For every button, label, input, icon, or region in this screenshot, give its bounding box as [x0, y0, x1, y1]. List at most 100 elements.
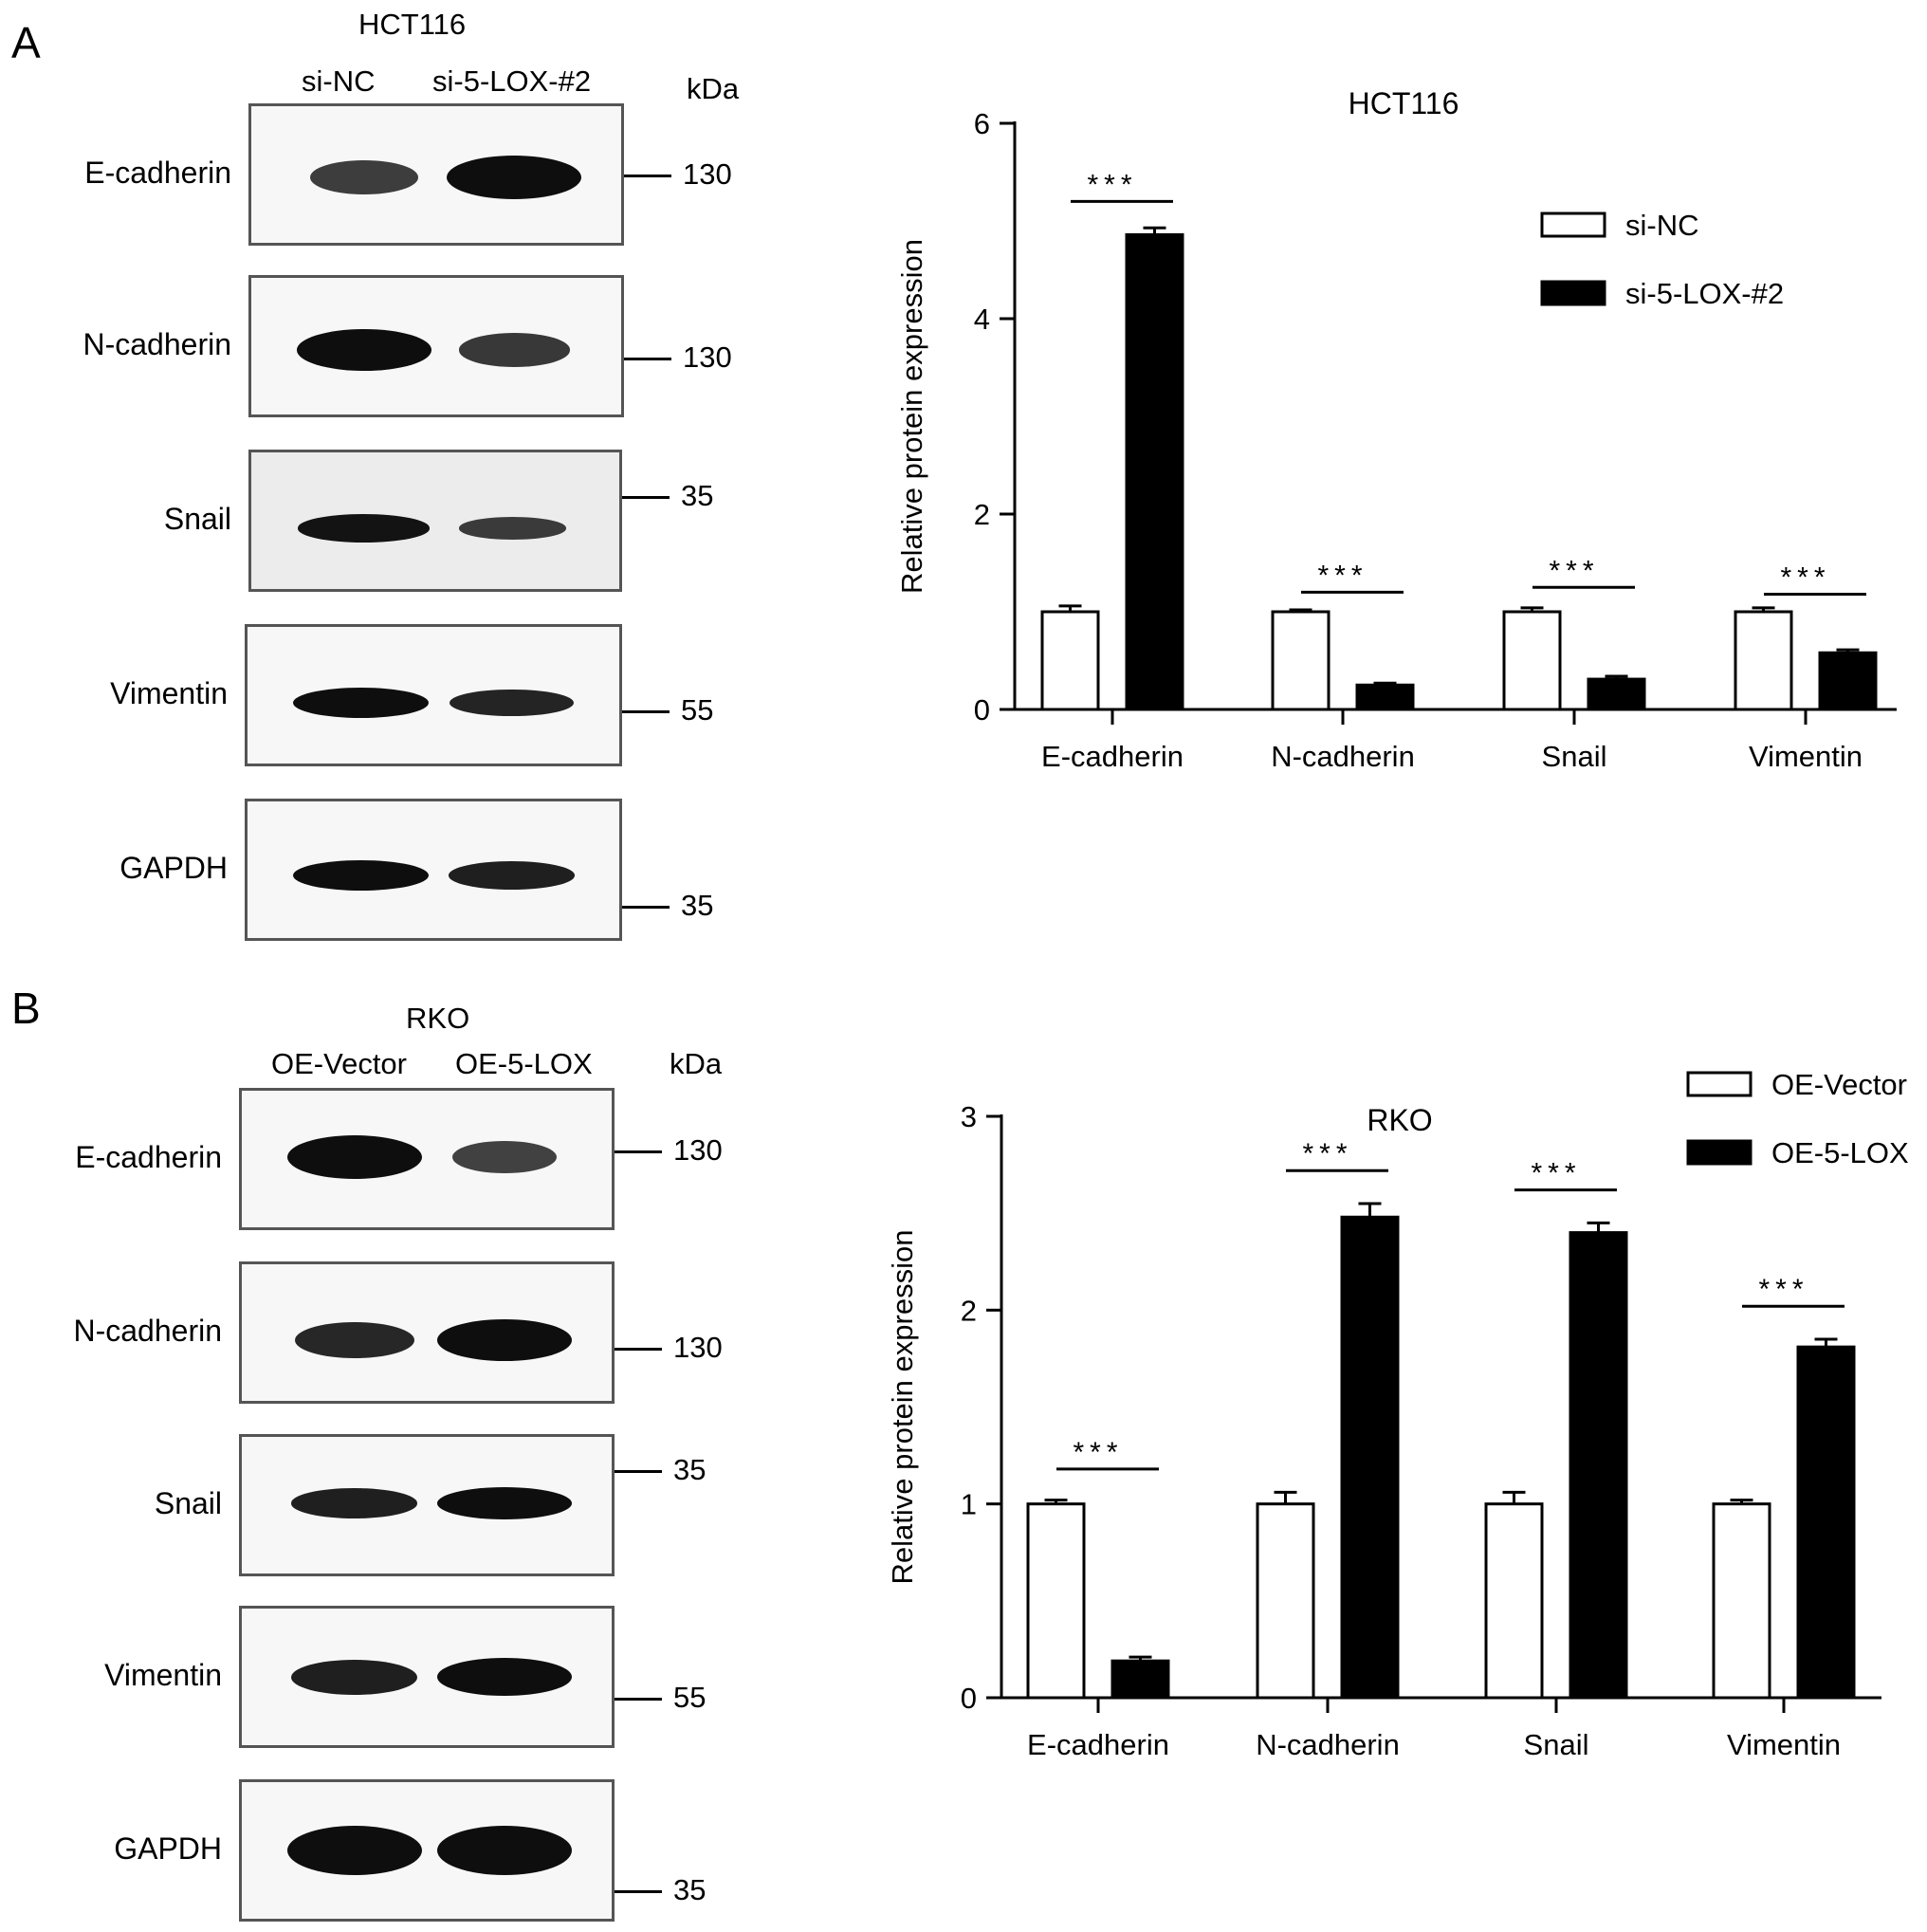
x-tick-label-1: N-cadherin	[1256, 1728, 1400, 1761]
legend-label-1: OE-5-LOX	[1771, 1136, 1909, 1169]
bar-OE-Vector-N-cadherin	[1256, 1502, 1315, 1700]
blot-label-3: Vimentin	[104, 1658, 222, 1692]
chart-title: HCT116	[1349, 86, 1459, 120]
blot-box-4	[245, 799, 622, 941]
blot-label-4: GAPDH	[119, 851, 228, 885]
band-4-0	[286, 1826, 423, 1875]
bar-si-5-LOX-#2-E-cadherin	[1125, 232, 1184, 711]
x-tick-label-3: Vimentin	[1749, 740, 1863, 773]
band-1-1	[436, 1319, 573, 1361]
bar-si-NC-Vimentin	[1734, 610, 1793, 711]
blot-label-4: GAPDH	[114, 1831, 222, 1866]
marker-text-0: 130	[683, 157, 732, 191]
panel-b-letter: B	[11, 984, 41, 1033]
y-tick-label-3: 6	[974, 107, 990, 140]
blot-label-0: E-cadherin	[84, 156, 231, 190]
x-tick-label-0: E-cadherin	[1041, 740, 1184, 773]
blot-box-0	[248, 103, 624, 246]
bar-OE-5-LOX-E-cadherin	[1110, 1659, 1170, 1700]
y-axis-label: Relative protein expression	[886, 1230, 919, 1585]
marker-line-2	[622, 496, 670, 499]
chart-title: RKO	[1367, 1103, 1432, 1137]
marker-line-4	[622, 906, 670, 909]
marker-text-3: 55	[673, 1681, 707, 1714]
band-2-0	[297, 514, 430, 543]
band-0-0	[309, 160, 418, 194]
bar-si-5-LOX-#2-N-cadherin	[1355, 683, 1415, 711]
blot-label-1: N-cadherin	[83, 327, 231, 361]
y-tick-label-3: 3	[961, 1100, 977, 1133]
x-tick-label-2: Snail	[1524, 1728, 1589, 1761]
marker-text-0: 130	[673, 1133, 723, 1167]
y-axis-label: Relative protein expression	[895, 239, 928, 594]
chart-hct116: HCT116 0 2 4 6 Relative protein expression E-c…	[895, 86, 1897, 773]
marker-text-1: 130	[673, 1331, 723, 1364]
band-3-1	[450, 689, 574, 717]
legend-swatch-1	[1686, 1139, 1753, 1166]
band-4-1	[448, 861, 576, 890]
y-tick-label-0: 0	[974, 693, 990, 727]
band-1-0	[294, 1321, 415, 1359]
marker-line-1	[624, 358, 671, 360]
blot-label-1: N-cadherin	[73, 1314, 222, 1348]
blot-box-3	[239, 1606, 615, 1748]
panel-b-lane-1: OE-Vector	[271, 1047, 407, 1080]
marker-line-4	[615, 1890, 662, 1893]
marker-text-4: 35	[681, 889, 714, 922]
blot-label-3: Vimentin	[110, 676, 228, 710]
y-tick-label-2: 4	[974, 303, 990, 336]
bar-OE-Vector-Vimentin	[1712, 1502, 1771, 1700]
blot-box-4	[239, 1779, 615, 1922]
panel-b-cell-line: RKO	[406, 1002, 470, 1035]
marker-line-0	[615, 1150, 662, 1153]
panel-a-lane-2: si-5-LOX-#2	[432, 64, 592, 98]
legend-label-0: si-NC	[1625, 209, 1699, 242]
legend-label-0: OE-Vector	[1771, 1068, 1907, 1101]
panel-a-lane-1: si-NC	[302, 64, 376, 98]
blot-box-1	[239, 1261, 615, 1404]
band-3-0	[292, 688, 430, 718]
panel-a-cell-line: HCT116	[358, 8, 467, 41]
panel-a-letter: A	[11, 18, 41, 67]
panel-a-kda-label: kDa	[687, 72, 740, 105]
band-2-1	[436, 1487, 573, 1519]
x-tick-label-2: Snail	[1542, 740, 1607, 773]
marker-text-2: 35	[673, 1453, 707, 1486]
bar-si-NC-N-cadherin	[1271, 610, 1331, 711]
band-2-1	[459, 517, 567, 540]
chart-rko: RKO 0 1 2 3 Relative protein expression E-cadh…	[886, 1068, 1909, 1761]
significance-stars-2: ***	[1549, 555, 1599, 586]
marker-text-1: 130	[683, 340, 732, 374]
y-tick-label-1: 1	[961, 1488, 977, 1521]
significance-stars-0: ***	[1073, 1437, 1123, 1468]
bar-si-5-LOX-#2-Snail	[1587, 677, 1646, 711]
marker-line-3	[615, 1698, 662, 1701]
x-tick-label-0: E-cadherin	[1027, 1728, 1169, 1761]
marker-line-1	[615, 1348, 662, 1351]
bar-OE-5-LOX-Vimentin	[1796, 1345, 1856, 1700]
x-tick-label-3: Vimentin	[1727, 1728, 1841, 1761]
significance-stars-1: ***	[1302, 1138, 1352, 1169]
legend-swatch-1	[1540, 280, 1606, 306]
blot-box-1	[248, 275, 624, 417]
blot-box-0	[239, 1088, 615, 1230]
blot-box-3	[245, 624, 622, 766]
y-tick-label-1: 2	[974, 498, 990, 531]
marker-line-0	[624, 175, 671, 177]
bar-OE-Vector-Snail	[1484, 1502, 1544, 1700]
panel-b-kda-label: kDa	[670, 1047, 723, 1080]
band-3-0	[291, 1659, 418, 1695]
band-1-1	[458, 333, 570, 367]
blot-box-2	[239, 1434, 615, 1576]
band-4-1	[436, 1826, 573, 1875]
significance-stars-3: ***	[1780, 561, 1830, 593]
legend-swatch-0	[1686, 1071, 1753, 1097]
band-2-0	[291, 1488, 418, 1518]
bar-OE-5-LOX-Snail	[1569, 1231, 1628, 1700]
bar-si-5-LOX-#2-Vimentin	[1818, 651, 1878, 711]
blot-label-0: E-cadherin	[75, 1140, 222, 1174]
marker-text-2: 35	[681, 479, 714, 512]
blot-label-2: Snail	[154, 1486, 222, 1520]
marker-line-3	[622, 710, 670, 713]
band-3-1	[436, 1658, 573, 1696]
